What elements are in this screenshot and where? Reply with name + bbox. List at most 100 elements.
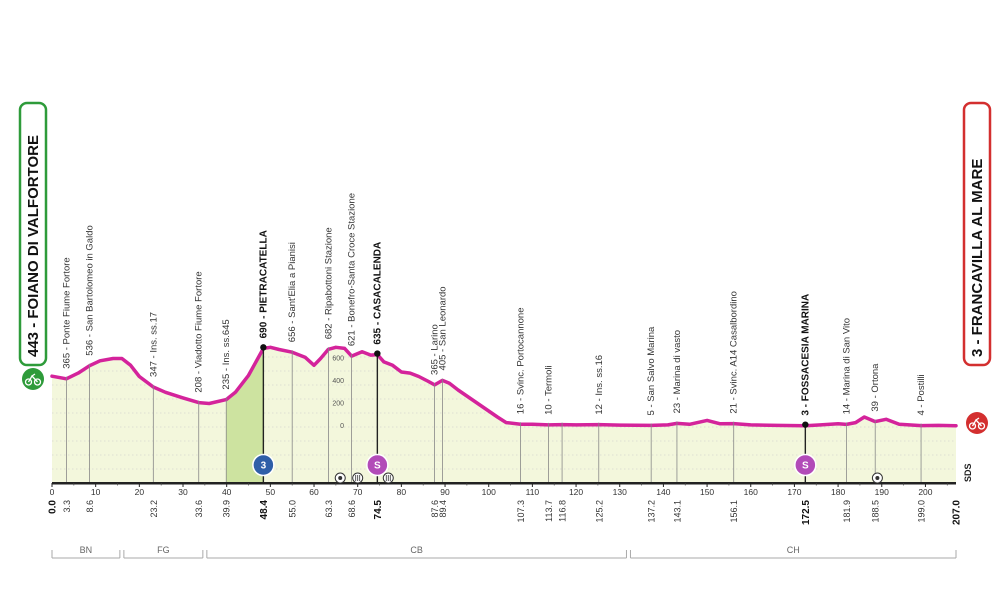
distance-label-text: 74.5 <box>373 500 384 520</box>
distance-label-text: 48.4 <box>259 500 270 520</box>
waypoint-name: CASACALENDA <box>372 242 383 319</box>
start-bike-icon-frame <box>27 373 38 383</box>
finish-box-label: 3 - FRANCAVILLA AL MARE <box>969 159 986 357</box>
profile-fill-layer <box>52 347 956 483</box>
waypoint-label-text: 10 - Termoli <box>544 365 555 414</box>
waypoint-altitude: 23 <box>672 403 683 414</box>
x-tick-label: 80 <box>397 487 407 497</box>
distance-label-text: 113.7 <box>544 500 554 522</box>
waypoint-label: 39 - Ortona <box>870 363 881 412</box>
province-label: BN <box>80 545 93 555</box>
waypoint-name: San Leonardo <box>437 286 448 346</box>
waypoint-label: 14 - Marina di San Vito <box>841 318 852 414</box>
distance-label: 125.2 <box>594 500 604 523</box>
x-tick-label: 150 <box>700 487 714 497</box>
waypoint-label-text: 347 - Ins. ss.17 <box>148 312 159 377</box>
waypoint-name: FOSSACESIA MARINA <box>800 294 811 401</box>
y-axis-ticks: 0 200 400 600 <box>332 356 344 431</box>
start-bike-icon-wheel <box>24 378 33 386</box>
profile-area <box>52 347 956 483</box>
waypoint-name: San Salvo Marina <box>646 326 657 402</box>
waypoint-label-text: 656 - Sant'Elia a Pianisi <box>287 242 298 342</box>
waypoint-separator: - <box>148 353 159 361</box>
waypoint-label-text: 208 - Viadotto Fiume Fortore <box>194 271 205 392</box>
x-axis-line <box>52 482 956 485</box>
y-tick-label: 0 <box>340 423 344 430</box>
y-tick-label: 200 <box>332 401 344 408</box>
waypoint-label-text: 405 - San Leonardo <box>437 286 448 370</box>
distance-label: 63.3 <box>324 500 334 518</box>
waypoint-altitude: 682 <box>323 323 334 339</box>
waypoint-label: 621 - Bonefro-Santa Croce Stazione <box>347 193 358 346</box>
waypoint-label-text: 12 - Ins. ss.16 <box>594 355 605 415</box>
distance-label-text: 137.2 <box>647 500 657 523</box>
waypoint-separator: - <box>672 394 683 402</box>
waypoint-label-text: 16 - Svinc. Portocannone <box>516 307 527 414</box>
waypoint-separator: - <box>516 395 527 403</box>
distance-label-text: 55.0 <box>288 500 298 518</box>
x-tick-label: 180 <box>831 487 845 497</box>
distance-label: 113.7 <box>544 500 554 522</box>
waypoint-altitude: 235 <box>221 374 232 390</box>
distance-label-text: 116.8 <box>558 500 568 522</box>
waypoint-name: Ponte Fiume Fortore <box>61 257 72 344</box>
x-tick-label: 60 <box>309 487 319 497</box>
distance-label: 89.4 <box>438 500 448 518</box>
waypoint-separator: - <box>221 365 232 373</box>
waypoint-separator: - <box>194 368 205 376</box>
distance-label: 156.1 <box>729 500 739 523</box>
distance-label-text: 3.3 <box>62 500 72 513</box>
x-tick-label: 140 <box>656 487 670 497</box>
start-box-frame <box>18 101 48 367</box>
waypoint-label: 16 - Svinc. Portocannone <box>516 307 527 414</box>
waypoint-name: San Bartolomeo in Galdo <box>85 225 96 331</box>
distance-label-text: 33.6 <box>194 500 204 518</box>
finish-box-frame <box>962 101 992 367</box>
waypoint-label: 365 - Larino <box>430 324 441 375</box>
waypoint-name: Ins. ss.16 <box>594 355 605 396</box>
brand-label: SDS <box>963 463 973 482</box>
badge-text: S <box>374 461 381 472</box>
waypoint-altitude: 536 <box>85 340 96 356</box>
distance-label-text: 89.4 <box>438 500 448 518</box>
start-box: 443 - FOIANO DI VALFORTORE <box>18 101 48 367</box>
distance-label: 181.9 <box>842 500 852 523</box>
distance-label-text: 0.0 <box>48 500 59 514</box>
waypoint-altitude: 3 <box>800 410 811 416</box>
waypoint-name: Termoli <box>544 365 555 396</box>
waypoint-altitude: 5 <box>646 410 657 415</box>
waypoint-label-text: 5 - San Salvo Marina <box>646 326 657 415</box>
waypoint-label-text: 635 - CASACALENDA <box>372 242 383 345</box>
waypoint-dot <box>802 421 809 428</box>
waypoint-label-text: 3 - FOSSACESIA MARINA <box>800 294 811 416</box>
waypoint-altitude: 656 <box>287 326 298 342</box>
x-tick-label: 130 <box>613 487 627 497</box>
distance-label-text: 188.5 <box>871 500 881 523</box>
sprint-badge-icon <box>794 453 817 477</box>
finish-bike-icon <box>966 412 988 434</box>
waypoint-label: 12 - Ins. ss.16 <box>594 355 605 415</box>
waypoint-label-text: 23 - Marina di vasto <box>672 330 683 413</box>
x-tick-label: 70 <box>353 487 363 497</box>
sprint-badge-icon <box>366 453 389 477</box>
x-tick-label: 110 <box>526 487 540 497</box>
waypoint-separator: - <box>646 402 657 410</box>
distance-label-text: 68.6 <box>347 500 357 518</box>
distance-label-text: 181.9 <box>842 500 852 523</box>
x-tick-label: 20 <box>135 487 145 497</box>
waypoint-label: 10 - Termoli <box>544 365 555 414</box>
waypoint-separator: - <box>61 344 72 352</box>
waypoint-name: Ins. ss.645 <box>221 319 232 365</box>
waypoint-altitude: 690 <box>258 321 269 338</box>
x-tick-label: 10 <box>91 487 101 497</box>
waypoint-altitude: 621 <box>347 330 358 346</box>
target-icon-center <box>875 476 880 480</box>
x-tick-label: 100 <box>482 487 496 497</box>
start-bike-icon-wheel <box>33 378 42 386</box>
waypoint-altitude: 405 <box>437 355 448 371</box>
waypoint-altitude: 39 <box>870 401 881 412</box>
waypoint-label-text: 39 - Ortona <box>870 363 881 412</box>
distance-label-text: 63.3 <box>324 500 334 518</box>
waypoint-label: 21 - Svinc. A14 Casalbordino <box>729 291 740 414</box>
